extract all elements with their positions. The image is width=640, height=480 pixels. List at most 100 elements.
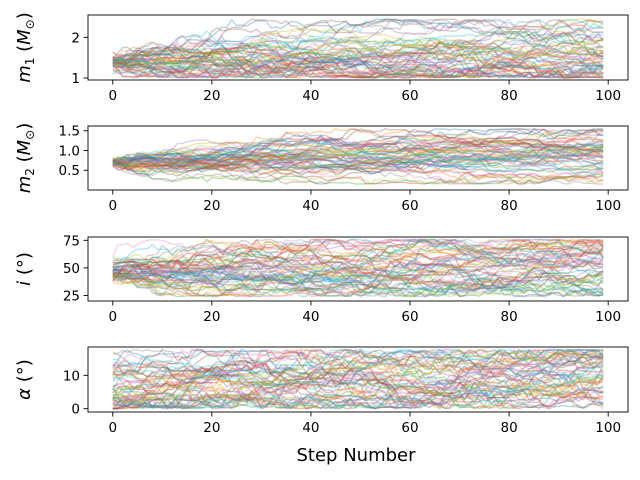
walker-trace <box>112 18 604 74</box>
walker-trace <box>112 238 604 282</box>
walker-trace <box>112 22 604 79</box>
walker-trace <box>112 267 604 296</box>
walker-trace <box>112 52 604 79</box>
walker-trace <box>112 260 604 298</box>
walker-trace <box>112 48 604 79</box>
walker-trace <box>112 42 604 73</box>
walker-trace <box>112 44 604 79</box>
walker-trace <box>112 373 604 410</box>
y-tick-label: 1 <box>71 71 80 87</box>
walker-trace <box>112 52 604 78</box>
x-tick-label: 20 <box>203 198 220 214</box>
x-tick-label: 80 <box>501 198 518 214</box>
walker-trace <box>112 44 604 79</box>
traces-i <box>112 238 604 298</box>
walker-trace <box>112 240 604 297</box>
walker-trace <box>112 348 604 386</box>
walker-trace <box>112 348 604 410</box>
walker-trace <box>112 156 604 181</box>
walker-trace <box>112 45 604 79</box>
x-tick-label: 0 <box>108 420 117 436</box>
walker-trace <box>112 36 604 60</box>
x-tick-label: 40 <box>302 88 319 104</box>
x-tick-label: 60 <box>401 198 418 214</box>
traces-m1 <box>112 18 604 79</box>
walker-trace <box>112 145 604 170</box>
walker-trace <box>112 153 604 185</box>
walker-trace <box>112 366 604 410</box>
walker-trace <box>112 263 604 290</box>
walker-trace <box>112 156 604 173</box>
walker-trace <box>112 264 604 286</box>
x-tick-label: 0 <box>108 88 117 104</box>
walker-trace <box>112 153 604 168</box>
walker-trace <box>112 239 604 287</box>
walker-trace <box>112 348 604 372</box>
walker-trace <box>112 137 604 174</box>
walker-trace <box>112 272 604 298</box>
walker-trace <box>112 256 604 298</box>
walker-trace <box>112 128 604 172</box>
traces-m2 <box>112 128 604 185</box>
walker-trace <box>112 45 604 76</box>
walker-trace <box>112 268 604 298</box>
walker-trace <box>112 139 604 164</box>
walker-trace <box>112 146 604 183</box>
y-tick-label: 75 <box>63 233 80 249</box>
walker-trace <box>112 153 604 179</box>
walker-trace <box>112 18 604 64</box>
walker-trace <box>112 136 604 176</box>
walker-trace <box>112 157 604 185</box>
walker-trace <box>112 128 604 167</box>
walker-trace <box>112 369 604 410</box>
walker-trace <box>112 366 604 410</box>
walker-trace <box>112 348 604 389</box>
walker-trace <box>112 246 604 298</box>
walker-trace <box>112 18 604 67</box>
walker-trace <box>112 272 604 297</box>
walker-trace <box>112 264 604 297</box>
walker-trace <box>112 239 604 270</box>
walker-trace <box>112 41 604 79</box>
walker-trace <box>112 238 604 288</box>
walker-trace <box>112 128 604 164</box>
y-tick-label: 0.5 <box>59 163 80 179</box>
walker-trace <box>112 358 604 410</box>
walker-trace <box>112 143 604 163</box>
walker-trace <box>112 366 604 409</box>
walker-trace <box>112 238 604 284</box>
walker-trace <box>112 354 604 387</box>
y-axis-label-m2: m2 (M⊙) <box>14 123 37 194</box>
walker-trace <box>112 348 604 399</box>
walker-trace <box>112 41 604 79</box>
walker-trace <box>112 138 604 169</box>
walker-trace <box>112 348 604 408</box>
walker-trace <box>112 246 604 284</box>
walker-trace <box>112 246 604 289</box>
walker-trace <box>112 260 604 298</box>
x-tick-label: 20 <box>203 309 220 325</box>
walker-trace <box>112 362 604 398</box>
walker-trace <box>112 348 604 399</box>
walker-trace <box>112 140 604 162</box>
plot-frame-alpha <box>87 346 629 413</box>
walker-trace <box>112 157 604 183</box>
walker-trace <box>112 352 604 400</box>
walker-trace <box>112 368 604 410</box>
walker-trace <box>112 247 604 291</box>
walker-trace <box>112 370 604 404</box>
walker-trace <box>112 250 604 286</box>
walker-trace <box>112 150 604 170</box>
walker-trace <box>112 240 604 273</box>
x-axis-label: Step Number <box>296 445 416 466</box>
walker-trace <box>112 238 604 257</box>
walker-trace <box>112 158 604 175</box>
x-tick-label: 100 <box>595 309 621 325</box>
walker-trace <box>112 255 604 280</box>
walker-trace <box>112 384 604 410</box>
walker-trace <box>112 56 604 79</box>
walker-trace <box>112 238 604 279</box>
y-tick-label: 1.0 <box>59 143 80 159</box>
walker-trace <box>112 351 604 409</box>
